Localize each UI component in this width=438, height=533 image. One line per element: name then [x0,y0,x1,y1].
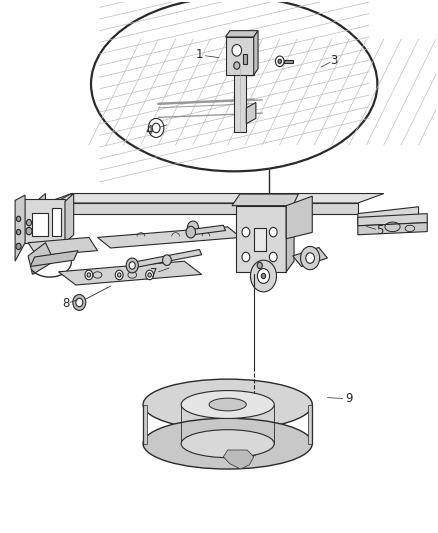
Circle shape [234,62,240,69]
Polygon shape [191,225,226,235]
Circle shape [117,273,121,277]
Polygon shape [28,193,71,232]
Bar [32,213,48,236]
Polygon shape [286,196,312,239]
Bar [254,229,266,251]
Polygon shape [130,249,201,268]
Polygon shape [286,195,294,272]
Circle shape [115,270,123,280]
Ellipse shape [91,0,378,171]
Polygon shape [223,450,254,469]
Circle shape [187,221,198,235]
Text: 7: 7 [150,267,158,280]
Text: 3: 3 [330,54,338,67]
Circle shape [146,270,153,280]
Polygon shape [293,247,328,266]
Circle shape [87,273,91,277]
Text: 9: 9 [346,392,353,405]
Polygon shape [59,261,201,285]
Circle shape [276,56,284,67]
Ellipse shape [209,398,246,411]
Circle shape [232,44,242,56]
Ellipse shape [181,391,274,418]
Polygon shape [234,68,246,132]
Polygon shape [358,207,419,224]
Polygon shape [28,237,98,256]
Polygon shape [98,227,241,248]
Circle shape [186,227,196,238]
Polygon shape [52,208,60,236]
Polygon shape [143,405,148,443]
Circle shape [85,270,93,280]
Circle shape [152,123,160,133]
Bar [243,54,247,63]
Polygon shape [220,442,257,461]
Circle shape [148,118,164,138]
Circle shape [129,262,135,269]
Circle shape [126,258,138,273]
Polygon shape [15,195,25,261]
Polygon shape [254,30,258,75]
Circle shape [261,273,265,279]
Text: 1: 1 [196,49,203,61]
Polygon shape [28,193,46,232]
Polygon shape [358,214,427,226]
Polygon shape [46,193,384,203]
Polygon shape [237,195,294,206]
Text: 8: 8 [63,297,70,310]
Polygon shape [24,199,65,243]
Circle shape [251,260,276,292]
Polygon shape [30,251,78,266]
Circle shape [26,228,32,235]
Circle shape [258,269,269,284]
Circle shape [148,273,151,277]
Circle shape [300,246,320,270]
Polygon shape [46,203,358,214]
Circle shape [16,216,21,222]
Ellipse shape [143,379,312,430]
Ellipse shape [181,430,274,458]
Circle shape [306,253,314,263]
Polygon shape [65,193,74,243]
Circle shape [76,298,83,306]
Circle shape [242,252,250,262]
Text: 4: 4 [146,124,153,137]
Circle shape [269,252,277,262]
Polygon shape [237,206,286,272]
Circle shape [269,228,277,237]
Circle shape [242,228,250,237]
Polygon shape [232,194,298,206]
Circle shape [162,255,171,265]
Text: 5: 5 [376,224,383,237]
Polygon shape [284,60,293,63]
Circle shape [73,295,86,310]
Circle shape [26,220,32,226]
Circle shape [257,262,262,269]
Polygon shape [308,405,312,443]
Polygon shape [226,37,254,75]
Polygon shape [28,243,54,274]
Polygon shape [358,223,427,235]
Polygon shape [246,102,256,124]
Circle shape [16,230,21,235]
Polygon shape [226,30,258,37]
Ellipse shape [143,418,312,469]
Circle shape [278,59,282,63]
Circle shape [16,243,21,249]
